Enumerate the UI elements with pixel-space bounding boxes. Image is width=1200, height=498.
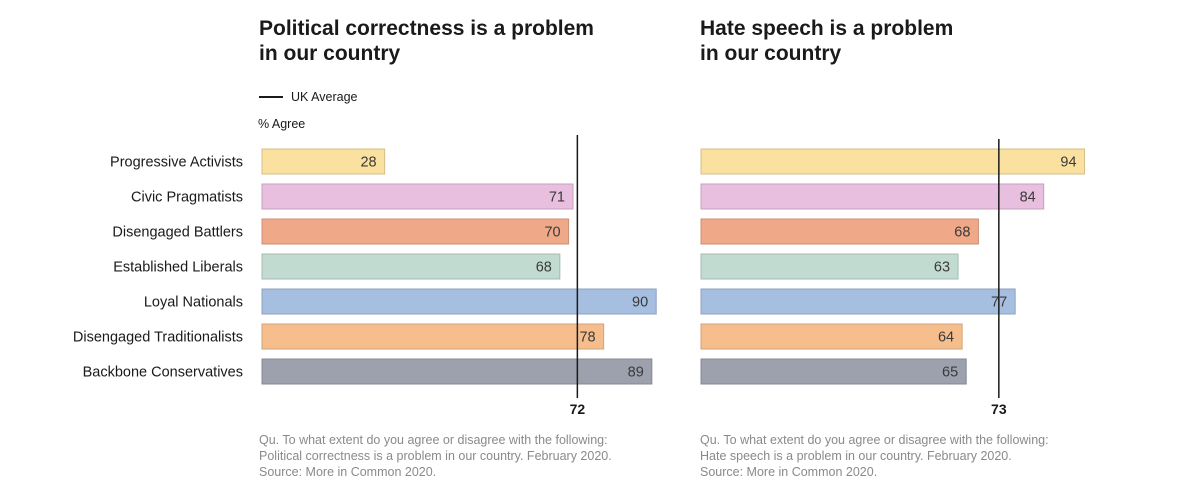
- bar-value-label: 89: [628, 365, 644, 381]
- bar-value-label: 71: [549, 190, 565, 206]
- bar-value-label: 65: [942, 365, 958, 381]
- chart-title-political-correctness: Political correctness is a problem in ou…: [259, 17, 594, 65]
- bar-value-label: 70: [544, 225, 560, 241]
- legend: UK Average: [259, 90, 357, 104]
- bar: [700, 253, 959, 280]
- bar: [261, 253, 561, 280]
- source-note-left: Qu. To what extent do you agree or disag…: [259, 433, 612, 479]
- category-label: Loyal Nationals: [144, 295, 243, 311]
- category-label: Disengaged Traditionalists: [73, 330, 243, 346]
- bar: [700, 288, 1016, 315]
- bar: [700, 358, 967, 385]
- axis-label: % Agree: [258, 117, 306, 131]
- bar: [261, 288, 657, 315]
- legend-line-swatch: [259, 96, 283, 98]
- bar-value-label: 63: [934, 260, 950, 276]
- bar-value-label: 90: [632, 295, 648, 311]
- average-value-label: 73: [991, 401, 1007, 417]
- category-label: Disengaged Battlers: [112, 225, 243, 241]
- bar-value-label: 84: [1020, 190, 1036, 206]
- bar-value-label: 64: [938, 330, 954, 346]
- category-label: Civic Pragmatists: [131, 190, 243, 206]
- bar: [700, 323, 963, 350]
- bar: [261, 218, 570, 245]
- bar-value-label: 68: [536, 260, 552, 276]
- bar-value-label: 28: [360, 155, 376, 171]
- bar-value-label: 68: [954, 225, 970, 241]
- bar: [261, 323, 605, 350]
- chart-title-hate-speech: Hate speech is a problem in our country: [700, 17, 954, 65]
- legend-label: UK Average: [291, 90, 358, 104]
- bar-value-label: 78: [579, 330, 595, 346]
- category-label: Backbone Conservatives: [83, 365, 243, 381]
- category-label: Established Liberals: [113, 260, 243, 276]
- average-value-label: 72: [570, 401, 586, 417]
- bar: [700, 218, 979, 245]
- bar: [700, 148, 1086, 175]
- category-label: Progressive Activists: [110, 155, 243, 171]
- bar-value-label: 94: [1060, 155, 1076, 171]
- bar: [700, 183, 1045, 210]
- bar: [261, 358, 653, 385]
- bar: [261, 183, 574, 210]
- source-note-right: Qu. To what extent do you agree or disag…: [700, 433, 1049, 479]
- bar: [261, 148, 386, 175]
